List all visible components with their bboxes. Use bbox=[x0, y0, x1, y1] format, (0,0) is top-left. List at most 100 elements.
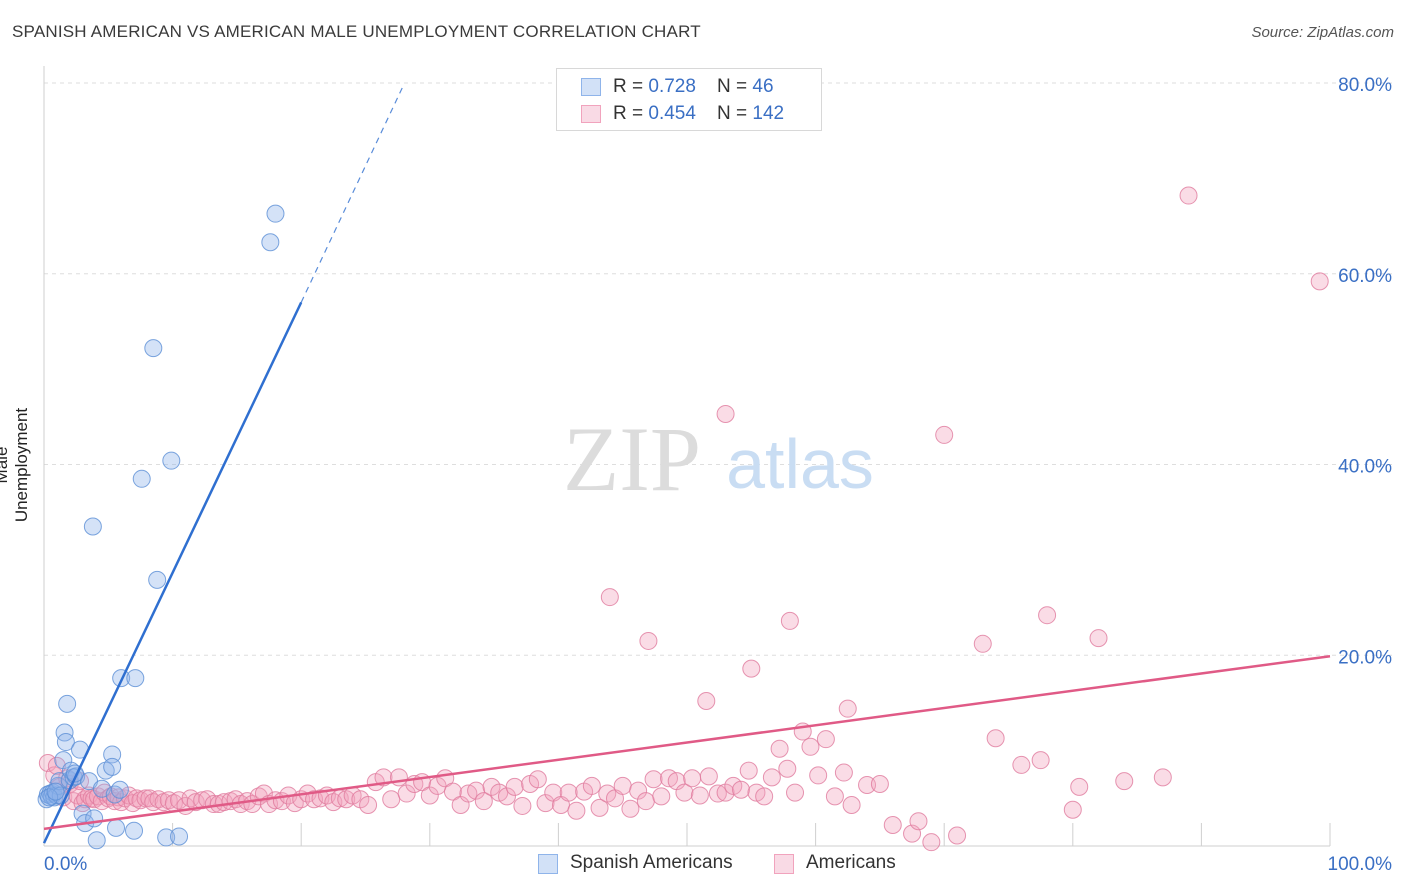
trend-line-extension bbox=[300, 83, 405, 303]
data-point bbox=[87, 831, 106, 850]
r-label: R = bbox=[613, 103, 649, 124]
data-point bbox=[858, 775, 877, 794]
data-point bbox=[1070, 777, 1089, 796]
data-point bbox=[742, 659, 761, 678]
data-point bbox=[125, 821, 144, 840]
data-point bbox=[107, 818, 126, 837]
tick-labels: 20.0% 40.0% 60.0% 80.0% 0.0% 100.0% bbox=[44, 75, 1392, 875]
data-point bbox=[103, 757, 122, 776]
data-point bbox=[675, 783, 694, 802]
data-point bbox=[838, 699, 857, 718]
data-point bbox=[58, 694, 77, 713]
data-point bbox=[909, 812, 928, 831]
data-point bbox=[85, 809, 104, 828]
data-point bbox=[683, 769, 702, 788]
data-point bbox=[132, 469, 151, 488]
data-point bbox=[834, 763, 853, 782]
spanish-americans-points bbox=[37, 204, 285, 850]
watermark-zip: ZIP bbox=[563, 408, 701, 510]
legend-swatch-spanish-americans bbox=[538, 854, 558, 874]
y-tick-label: 80.0% bbox=[1338, 75, 1392, 96]
n-label: N = bbox=[717, 76, 753, 97]
data-point bbox=[690, 786, 709, 805]
data-point bbox=[467, 781, 486, 800]
data-point bbox=[716, 783, 735, 802]
series-legend: Spanish Americans Americans bbox=[0, 852, 1406, 878]
legend-swatch-americans bbox=[774, 854, 794, 874]
data-point bbox=[636, 792, 655, 811]
data-point bbox=[497, 787, 516, 806]
data-point bbox=[149, 790, 168, 809]
trend-lines bbox=[42, 83, 1331, 844]
r-label: R = bbox=[613, 76, 649, 97]
data-point bbox=[536, 794, 555, 813]
data-point bbox=[505, 777, 524, 796]
data-point bbox=[629, 781, 648, 800]
trend-line-spanish-americans bbox=[42, 301, 303, 844]
data-point bbox=[528, 770, 547, 789]
data-point bbox=[105, 785, 124, 804]
data-point bbox=[1038, 606, 1057, 625]
correlation-legend: R = 0.728 N = 46 R = 0.454 N = 142 bbox=[556, 68, 822, 131]
data-point bbox=[1063, 800, 1082, 819]
data-point bbox=[186, 793, 205, 812]
grid bbox=[44, 82, 1392, 656]
data-point bbox=[559, 783, 578, 802]
data-point bbox=[110, 780, 129, 799]
data-point bbox=[162, 451, 181, 470]
data-point bbox=[126, 669, 145, 688]
data-point bbox=[144, 793, 163, 812]
data-point bbox=[816, 730, 835, 749]
data-point bbox=[716, 404, 735, 423]
data-point bbox=[83, 517, 102, 536]
data-point bbox=[1310, 272, 1329, 291]
data-point bbox=[359, 795, 378, 814]
data-point bbox=[56, 733, 75, 752]
data-point bbox=[699, 767, 718, 786]
n-value: 46 bbox=[752, 76, 774, 97]
data-point bbox=[786, 783, 805, 802]
data-point bbox=[50, 772, 69, 791]
legend-swatch-spanish-americans bbox=[581, 78, 601, 96]
data-point bbox=[582, 776, 601, 795]
data-point bbox=[1012, 755, 1031, 774]
data-point bbox=[170, 827, 189, 846]
data-point bbox=[46, 782, 65, 801]
legend-swatch-americans bbox=[581, 105, 601, 123]
data-point bbox=[639, 631, 658, 650]
data-point bbox=[45, 788, 64, 807]
data-point bbox=[809, 766, 828, 785]
data-point bbox=[613, 776, 632, 795]
data-point bbox=[739, 761, 758, 780]
watermark-atlas: atlas bbox=[726, 425, 874, 503]
data-point bbox=[973, 634, 992, 653]
data-point bbox=[474, 792, 493, 811]
data-point bbox=[922, 833, 941, 852]
data-point bbox=[513, 796, 532, 815]
data-point bbox=[148, 570, 167, 589]
data-point bbox=[948, 826, 967, 845]
data-point bbox=[590, 798, 609, 817]
data-point bbox=[389, 768, 408, 787]
data-point bbox=[986, 729, 1005, 748]
data-point bbox=[732, 780, 751, 799]
data-point bbox=[825, 787, 844, 806]
y-axis-label: Male Unemployment bbox=[0, 407, 31, 523]
y-tick-label: 40.0% bbox=[1338, 457, 1392, 478]
chart-title: SPANISH AMERICAN VS AMERICAN MALE UNEMPL… bbox=[12, 22, 701, 41]
legend-label: Spanish Americans bbox=[570, 852, 733, 873]
data-point bbox=[1179, 186, 1198, 205]
data-point bbox=[157, 828, 176, 847]
data-point bbox=[883, 816, 902, 835]
data-point bbox=[103, 745, 122, 764]
data-point bbox=[842, 795, 861, 814]
data-point bbox=[708, 784, 727, 803]
data-point bbox=[1153, 768, 1172, 787]
data-point bbox=[755, 787, 774, 806]
data-point bbox=[652, 787, 671, 806]
data-point bbox=[762, 768, 781, 787]
data-point bbox=[443, 782, 462, 801]
trend-line-americans bbox=[43, 654, 1331, 831]
data-point bbox=[420, 786, 439, 805]
